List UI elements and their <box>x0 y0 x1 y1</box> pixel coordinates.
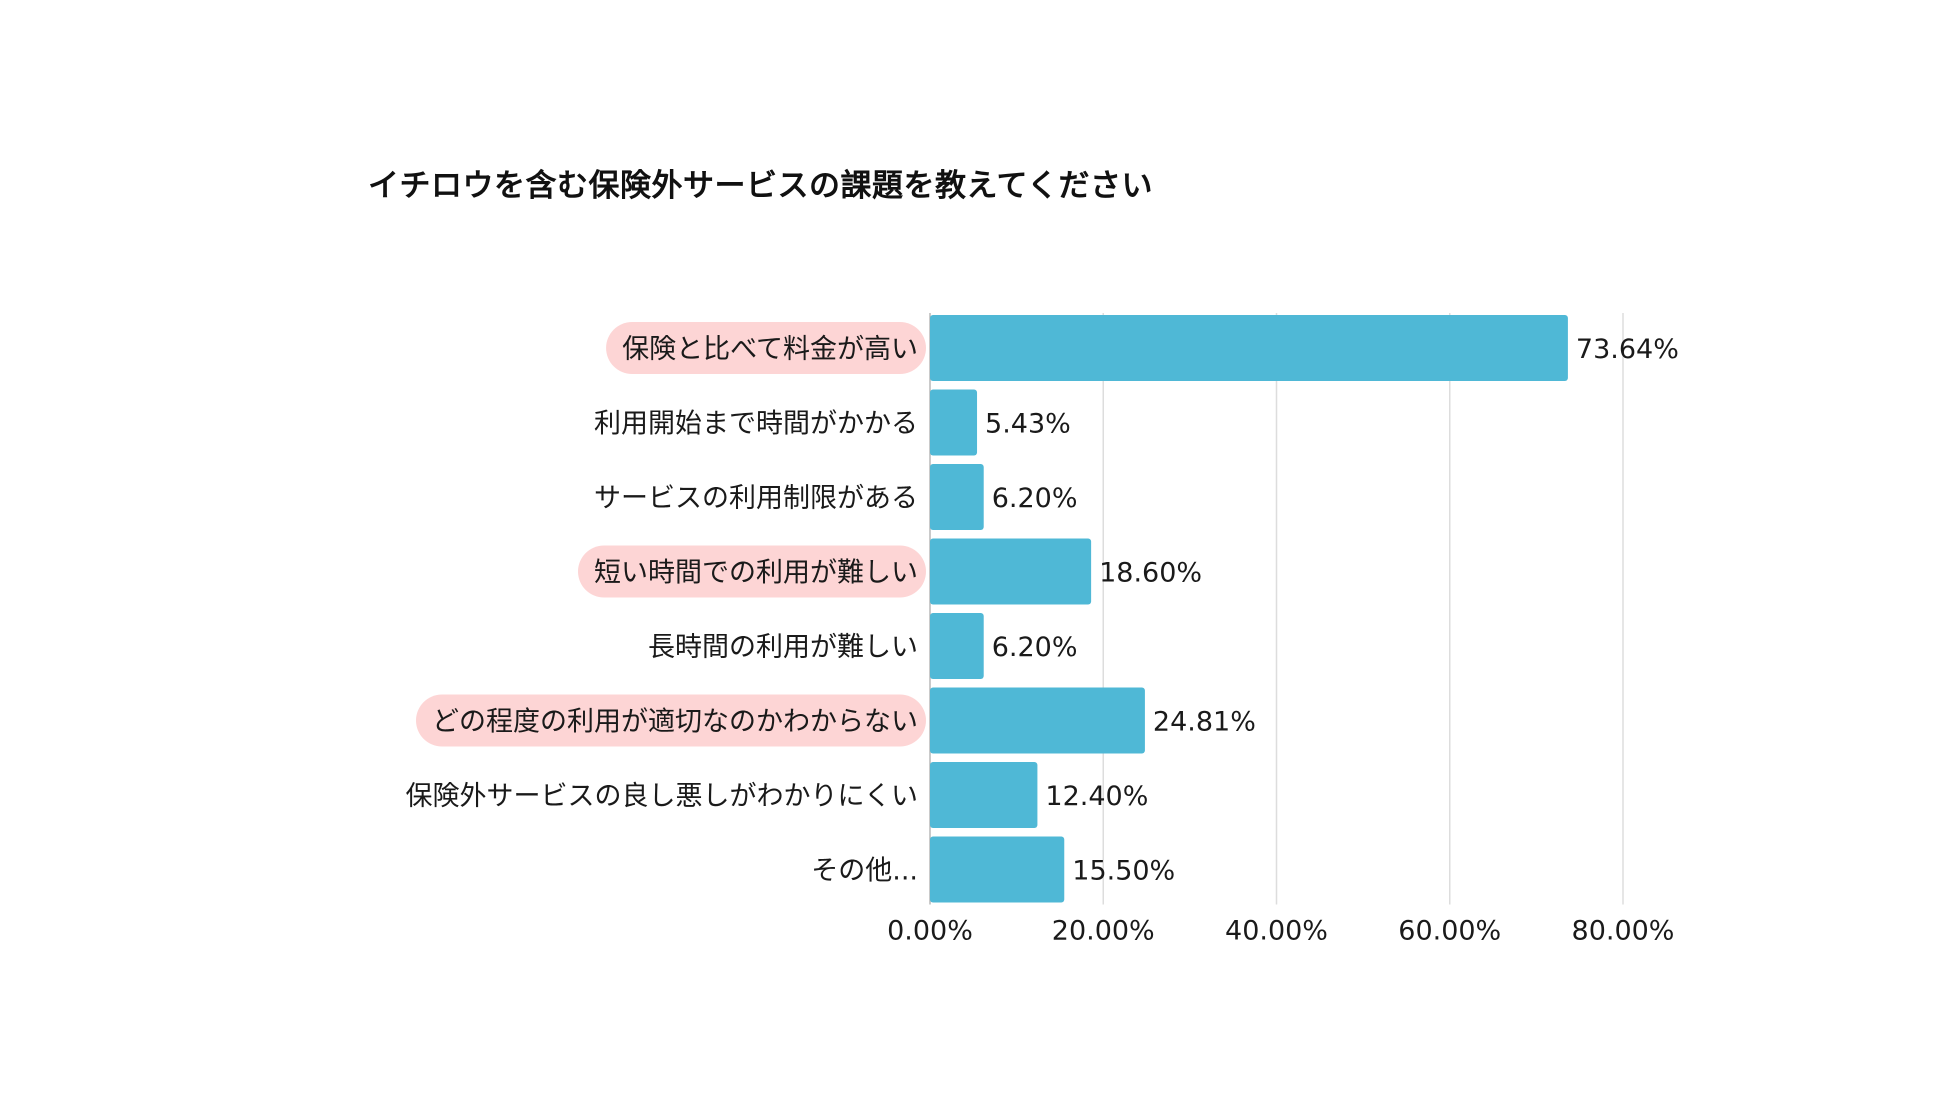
value-labels: 73.64% 5.43% 6.20% 18.60% 6.20% 24.81% 12.40% 1… <box>985 334 1679 887</box>
value-label: 73.64% <box>1576 334 1679 365</box>
value-label: 6.20% <box>992 632 1078 663</box>
value-label: 12.40% <box>1045 781 1148 812</box>
bar <box>930 389 978 456</box>
category-label: 保険と比べて料金が高い <box>622 334 918 365</box>
bar <box>930 538 1092 605</box>
bar <box>930 836 1065 903</box>
highlight-pill <box>578 545 926 598</box>
category-label: 長時間の利用が難しい <box>648 632 918 663</box>
x-tick-label: 20.00% <box>1052 916 1155 947</box>
bar <box>930 613 984 679</box>
value-label: 15.50% <box>1072 856 1175 887</box>
category-labels: 保険と比べて料金が高い利用開始まで時間がかかるサービスの利用制限がある短い時間で… <box>406 334 918 887</box>
category-label: どの程度の利用が適切なのかわからない <box>432 707 918 738</box>
highlight-pills <box>416 322 926 747</box>
category-label: サービスの利用制限がある <box>594 483 918 514</box>
value-label: 24.81% <box>1153 707 1256 738</box>
bar <box>930 315 1568 381</box>
highlight-pill <box>606 322 926 374</box>
x-tick-label: 40.00% <box>1225 916 1328 947</box>
x-axis-ticks: 0.00% 20.00% 40.00% 60.00% 80.00% <box>887 916 1674 947</box>
bar <box>930 464 984 530</box>
value-label: 18.60% <box>1099 558 1202 589</box>
x-tick-label: 80.00% <box>1572 916 1675 947</box>
value-label: 6.20% <box>992 483 1078 514</box>
chart-title: イチロウを含む保険外サービスの課題を教えてください <box>368 168 1154 204</box>
x-tick-label: 60.00% <box>1398 916 1501 947</box>
x-tick-label: 0.00% <box>887 916 973 947</box>
category-label: 短い時間での利用が難しい <box>594 558 918 589</box>
category-label: その他... <box>811 856 918 887</box>
category-label: 保険外サービスの良し悪しがわかりにくい <box>406 781 918 812</box>
value-label: 5.43% <box>985 409 1071 440</box>
highlight-pill <box>416 694 926 747</box>
bar <box>930 762 1038 828</box>
bar <box>930 687 1145 754</box>
bars <box>930 315 1568 903</box>
category-label: 利用開始まで時間がかかる <box>594 409 918 440</box>
